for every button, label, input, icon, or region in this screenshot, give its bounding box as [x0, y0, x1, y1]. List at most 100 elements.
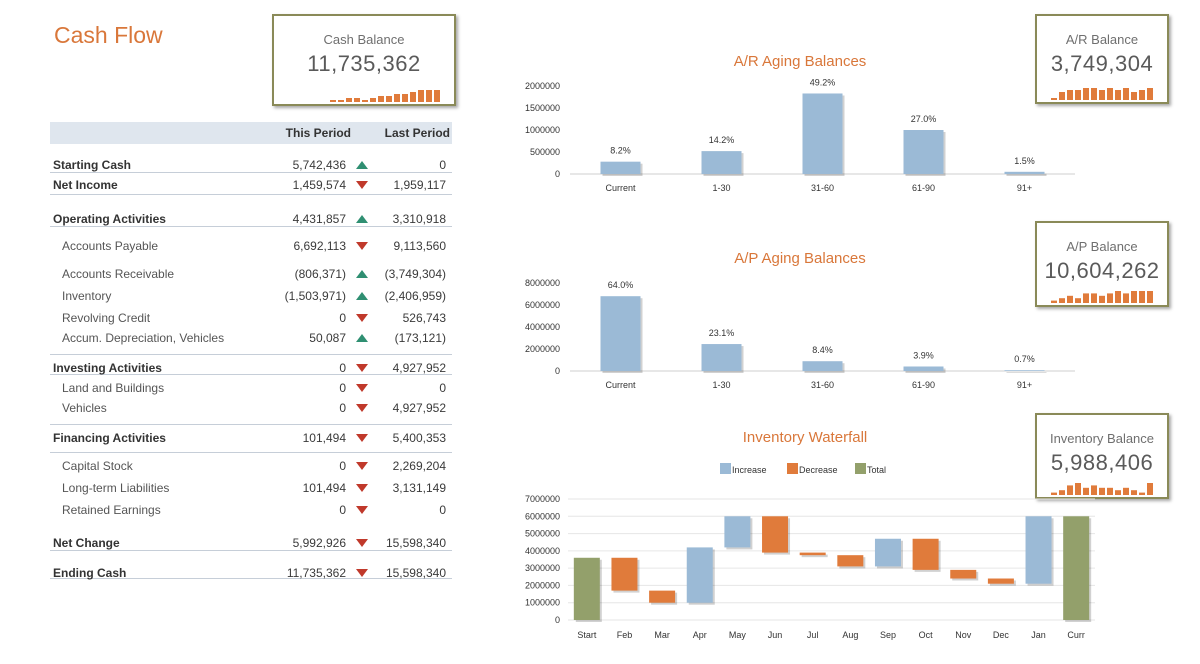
- sparkline-bar: [1147, 483, 1153, 495]
- bar: [903, 130, 944, 174]
- row-separator: [50, 194, 452, 195]
- y-tick-label: 5000000: [525, 529, 560, 539]
- this-period-value: 0: [339, 503, 346, 517]
- row-label: Net Income: [53, 178, 118, 192]
- x-tick-label: Dec: [993, 630, 1010, 640]
- x-tick-label: May: [729, 630, 747, 640]
- last-period-value: 0: [439, 503, 446, 517]
- this-period-value: 0: [339, 459, 346, 473]
- row-separator: [50, 226, 452, 227]
- this-period-value: 5,992,926: [292, 536, 346, 550]
- table-row: Long-term Liabilities 101,494 3,131,149: [50, 479, 452, 497]
- y-tick-label: 0: [555, 615, 560, 625]
- data-label: 0.7%: [1014, 354, 1035, 364]
- chart-title: A/P Aging Balances: [734, 250, 865, 267]
- row-separator: [50, 354, 452, 355]
- waterfall-bar: [987, 578, 1014, 584]
- x-tick-label: 91+: [1017, 380, 1032, 390]
- sparkline-bar: [1147, 291, 1153, 303]
- waterfall-bar: [950, 569, 977, 579]
- x-tick-label: Start: [577, 630, 597, 640]
- sparkline-bar: [1059, 490, 1065, 495]
- row-label: Financing Activities: [53, 431, 166, 445]
- legend-swatch: [720, 463, 731, 474]
- legend-label: Total: [867, 465, 886, 475]
- waterfall-bar: [762, 516, 789, 553]
- trend-down-icon: [356, 364, 368, 372]
- waterfall-bar: [837, 555, 864, 567]
- last-period-value: 526,743: [402, 311, 446, 325]
- table-row: Accounts Payable 6,692,113 9,113,560: [50, 237, 452, 255]
- row-label: Inventory: [62, 289, 112, 303]
- table-row: Capital Stock 0 2,269,204: [50, 457, 452, 475]
- sparkline-bar: [1131, 92, 1137, 100]
- sparkline-bar: [1107, 293, 1113, 303]
- cash-balance-card: Cash Balance 11,735,362: [272, 14, 456, 106]
- trend-down-icon: [356, 404, 368, 412]
- x-tick-label: Jun: [768, 630, 783, 640]
- ap-aging-chart: A/P Aging Balances 0 2000000 4000000 6000000…: [525, 250, 1075, 390]
- x-tick-label: 91+: [1017, 183, 1032, 193]
- row-label: Accounts Payable: [62, 239, 159, 253]
- waterfall-bar: [1063, 516, 1090, 620]
- row-label: Vehicles: [62, 401, 107, 415]
- y-tick-label: 1000000: [525, 598, 560, 608]
- sparkline-bar: [1131, 291, 1137, 303]
- sparkline-bar: [1139, 492, 1145, 495]
- trend-down-icon: [356, 434, 368, 442]
- row-separator: [50, 452, 452, 453]
- last-period-value: 0: [439, 158, 446, 172]
- ar-balance-value: 3,749,304: [1050, 51, 1154, 76]
- row-label: Starting Cash: [53, 158, 132, 172]
- sparkline-bar: [1123, 487, 1129, 495]
- row-label: Long-term Liabilities: [62, 481, 170, 495]
- inventory-balance-value: 5,988,406: [1050, 450, 1154, 475]
- last-period-value: 15,598,340: [385, 566, 446, 580]
- trend-down-icon: [356, 384, 368, 392]
- sparkline-bar: [426, 90, 432, 102]
- sparkline-bar: [370, 98, 376, 102]
- sparkline-bar: [1139, 291, 1145, 303]
- ap-balance-value: 10,604,262: [1044, 258, 1160, 283]
- sparkline-bar: [386, 96, 392, 102]
- x-tick-label: Jan: [1031, 630, 1046, 640]
- sparkline-bar: [1091, 485, 1097, 495]
- sparkline-bar: [1067, 295, 1073, 303]
- trend-down-icon: [356, 484, 368, 492]
- trend-down-icon: [356, 181, 368, 189]
- trend-down-icon: [356, 569, 368, 577]
- inventory-balance-card: Inventory Balance 5,988,406: [1035, 413, 1169, 499]
- row-label: Net Change: [53, 536, 120, 550]
- sparkline-bar: [362, 100, 368, 102]
- this-period-value: 0: [339, 401, 346, 415]
- waterfall-bar: [686, 547, 713, 603]
- chart-title: Inventory Waterfall: [743, 429, 868, 446]
- x-tick-label: 1-30: [712, 380, 730, 390]
- x-tick-label: Oct: [919, 630, 934, 640]
- last-period-value: 1,959,117: [393, 178, 447, 192]
- sparkline-bar: [1051, 98, 1057, 100]
- x-tick-label: Aug: [842, 630, 858, 640]
- row-separator: [50, 374, 452, 375]
- sparkline-bar: [1115, 490, 1121, 495]
- trend-down-icon: [356, 539, 368, 547]
- last-period-value: 4,927,952: [392, 401, 446, 415]
- waterfall-bar: [573, 557, 600, 620]
- bar: [1004, 370, 1045, 371]
- sparkline-bar: [1099, 90, 1105, 100]
- sparkline-bar: [1075, 298, 1081, 303]
- this-period-value: 1,459,574: [292, 178, 346, 192]
- x-tick-label: Nov: [955, 630, 972, 640]
- sparkline-bar: [1051, 300, 1057, 303]
- trend-down-icon: [356, 242, 368, 250]
- ap-sparkline: [1051, 291, 1153, 303]
- this-period-value: 0: [339, 381, 346, 395]
- sparkline-bar: [410, 92, 416, 102]
- this-period-value: 101,494: [302, 481, 346, 495]
- sparkline-bar: [1067, 485, 1073, 495]
- bar: [903, 366, 944, 371]
- sparkline-bar: [1091, 293, 1097, 303]
- page-title: Cash Flow: [54, 22, 163, 48]
- sparkline-bar: [1091, 88, 1097, 100]
- sparkline-bar: [394, 94, 400, 102]
